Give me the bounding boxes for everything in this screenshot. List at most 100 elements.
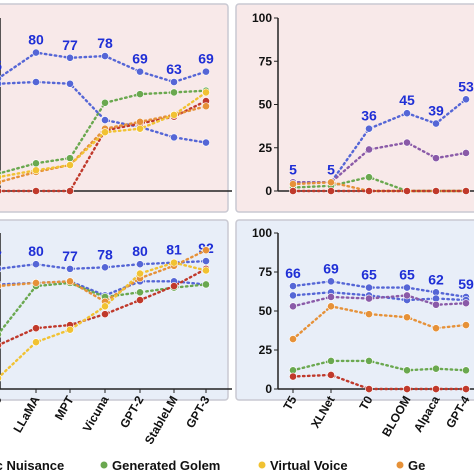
- data-point: [432, 364, 440, 373]
- data-point: [403, 291, 411, 300]
- data-point: [202, 102, 210, 111]
- legend-label: Generated Golem: [112, 458, 220, 473]
- data-label: 65: [399, 267, 415, 283]
- data-label: 62: [428, 271, 444, 287]
- data-point: [32, 324, 40, 333]
- data-point: [403, 187, 411, 195]
- data-point: [136, 67, 144, 76]
- data-point: [462, 385, 470, 393]
- data-point: [365, 283, 373, 292]
- data-point: [289, 180, 297, 188]
- data-point: [136, 269, 144, 278]
- data-point: [327, 302, 335, 311]
- data-point: [289, 187, 297, 195]
- data-point: [136, 124, 144, 133]
- data-label: 36: [361, 108, 377, 124]
- data-label: 69: [323, 260, 339, 276]
- panel-background: [235, 3, 474, 213]
- y-tick-label: 75: [259, 54, 273, 68]
- data-point: [365, 385, 373, 393]
- data-point: [403, 109, 411, 118]
- panel-top-right: 0 25 50 75 100 5 5 36 45 39 53: [235, 3, 474, 213]
- data-point: [66, 79, 74, 88]
- data-point: [289, 372, 297, 381]
- data-point: [101, 263, 109, 272]
- y-tick-label: 100: [252, 226, 272, 240]
- data-point: [202, 257, 210, 265]
- data-point: [66, 161, 74, 169]
- data-point: [0, 265, 2, 273]
- panel-background: [235, 219, 474, 401]
- legend-marker: [100, 461, 108, 469]
- y-tick-label: 75: [259, 265, 273, 279]
- data-point: [32, 159, 40, 168]
- series-line: [291, 373, 468, 391]
- data-point: [365, 173, 373, 182]
- data-point: [432, 385, 440, 393]
- series-line: [291, 280, 468, 299]
- data-point: [66, 154, 74, 163]
- data-label: 45: [399, 92, 415, 108]
- data-point: [32, 338, 40, 347]
- y-tick-label: 50: [259, 98, 273, 112]
- legend-marker: [258, 461, 266, 469]
- data-point: [432, 154, 440, 163]
- data-point: [66, 325, 74, 334]
- data-point: [202, 67, 210, 76]
- panel-bottom-left: T5LLaMAMPTVicunaGPT-2StableLMGPT-3780777…: [0, 219, 232, 447]
- data-point: [170, 258, 178, 267]
- data-point: [365, 310, 373, 319]
- data-point: [170, 78, 178, 86]
- data-point: [170, 110, 178, 119]
- data-point: [202, 266, 210, 275]
- data-point: [432, 119, 440, 128]
- data-point: [136, 260, 144, 269]
- data-point: [0, 75, 2, 82]
- legend-item: Generated Golem: [100, 458, 220, 473]
- data-point: [432, 300, 440, 309]
- data-point: [0, 80, 2, 88]
- data-point: [365, 357, 373, 365]
- data-point: [327, 277, 335, 286]
- data-point: [462, 299, 470, 308]
- data-point: [462, 149, 470, 157]
- y-tick-label: 0: [265, 382, 272, 396]
- data-label: 59: [458, 276, 474, 292]
- data-point: [289, 291, 297, 300]
- data-label: 78: [97, 35, 113, 51]
- legend: ic Nuisance Generated Golem Virtual Voice G…: [0, 458, 425, 473]
- data-point: [289, 282, 297, 290]
- data-label: 5: [289, 161, 297, 177]
- legend-label: Ge: [408, 458, 425, 473]
- data-point: [403, 138, 411, 147]
- data-point: [327, 371, 335, 379]
- data-point: [66, 187, 74, 195]
- data-point: [136, 117, 144, 126]
- data-point: [432, 187, 440, 195]
- data-point: [101, 98, 109, 107]
- data-point: [66, 277, 74, 286]
- data-point: [170, 88, 178, 97]
- x-tick-label: T5: [280, 393, 299, 412]
- data-point: [32, 260, 40, 269]
- data-label: 5: [0, 58, 2, 74]
- data-point: [32, 48, 40, 57]
- x-tick-label: StableLM: [142, 394, 181, 447]
- data-point: [289, 335, 297, 343]
- data-point: [202, 88, 210, 97]
- data-point: [101, 116, 109, 124]
- data-point: [202, 138, 210, 147]
- data-label: 65: [361, 267, 377, 283]
- data-point: [66, 264, 74, 273]
- data-point: [0, 282, 2, 290]
- data-label: 69: [132, 51, 148, 67]
- data-point: [462, 95, 470, 104]
- data-label: 7: [0, 248, 2, 264]
- data-label: 5: [327, 161, 335, 177]
- data-point: [462, 321, 470, 329]
- data-point: [170, 133, 178, 142]
- data-label: 66: [285, 265, 301, 281]
- data-label: 80: [28, 32, 44, 48]
